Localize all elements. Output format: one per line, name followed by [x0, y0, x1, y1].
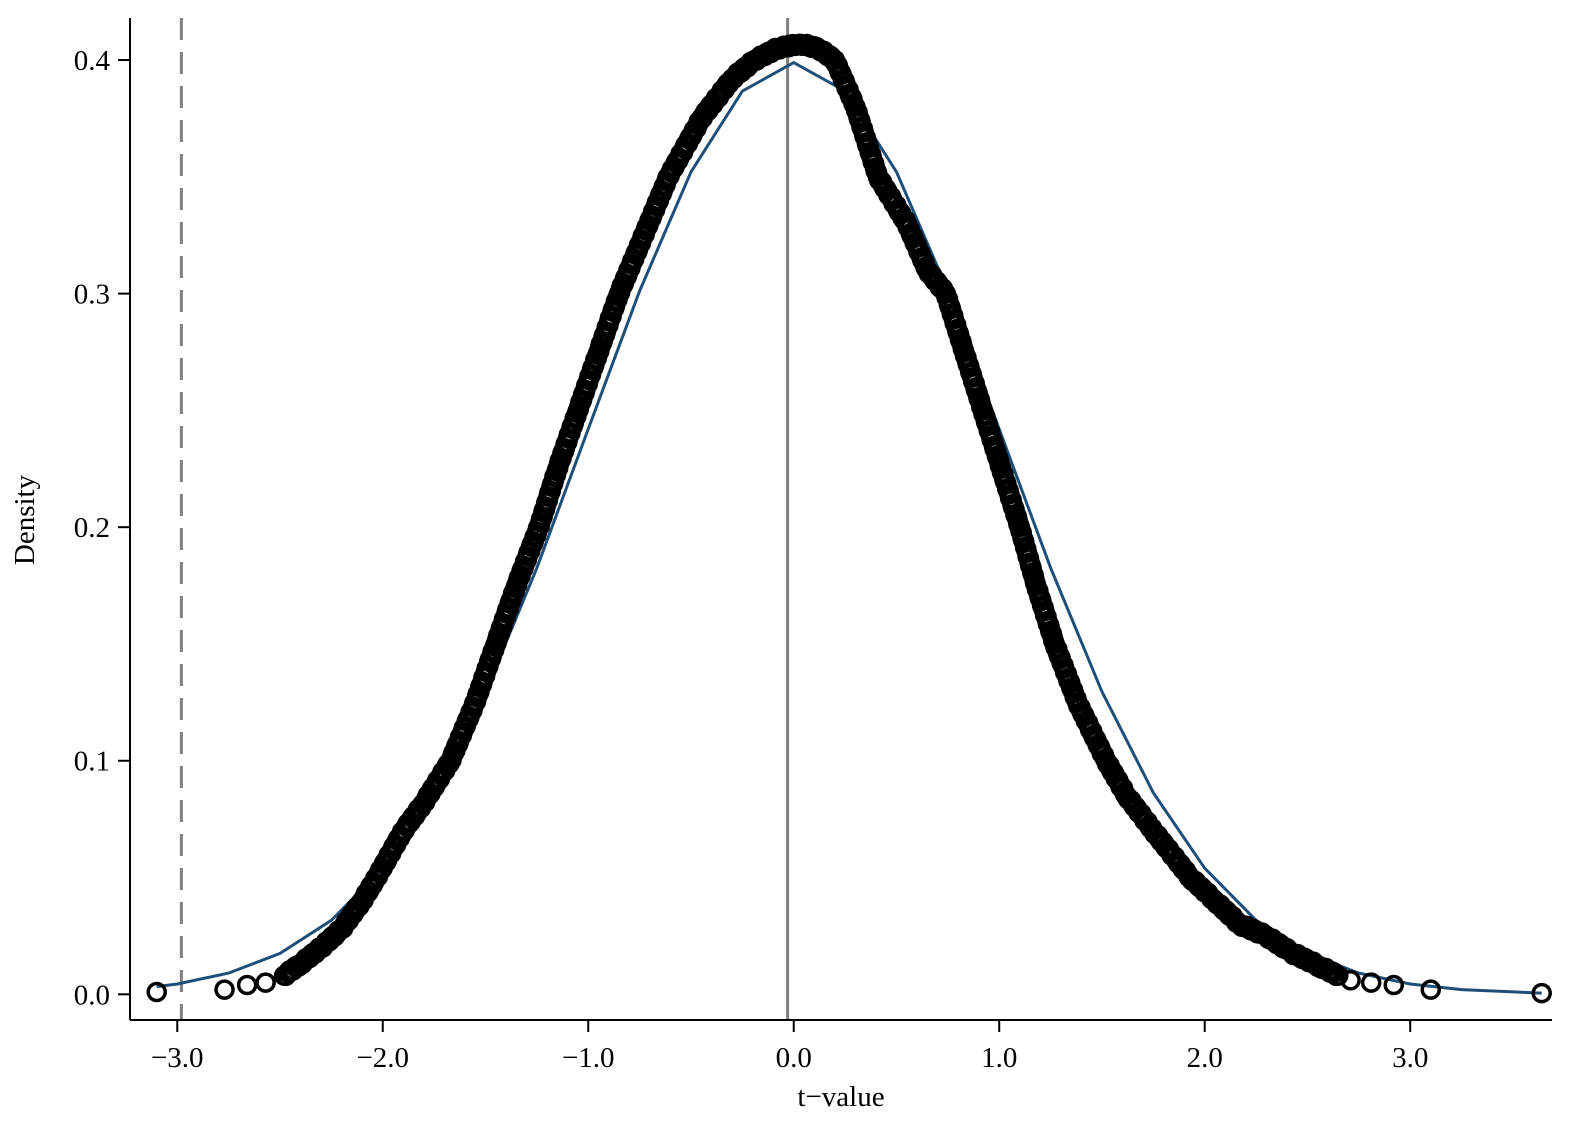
data-point — [1328, 965, 1349, 986]
data-points — [146, 33, 1552, 1004]
x-tick-label: −3.0 — [151, 1042, 204, 1074]
data-point — [1531, 982, 1552, 1004]
x-ticks: −3.0 −2.0 −1.0 0.0 1.0 2.0 3.0 — [151, 1020, 1428, 1074]
x-tick-label: 3.0 — [1392, 1042, 1428, 1074]
x-tick-label: 2.0 — [1187, 1042, 1223, 1074]
x-tick-label: 1.0 — [981, 1042, 1017, 1074]
data-point — [1360, 972, 1382, 993]
data-point — [214, 979, 235, 1000]
x-tick-label: −1.0 — [562, 1042, 615, 1074]
y-tick-label: 0.2 — [74, 512, 110, 544]
reference-lines — [179, 18, 790, 1020]
axes — [129, 18, 1552, 1021]
reference-density-curve — [156, 60, 1542, 995]
y-tick-label: 0.3 — [74, 279, 110, 311]
y-ticks: 0.0 0.1 0.2 0.3 0.4 — [74, 45, 130, 1011]
data-point — [236, 974, 258, 996]
data-point — [146, 981, 167, 1003]
x-axis-label: t−value — [797, 1081, 884, 1113]
x-tick-label: 0.0 — [776, 1042, 812, 1074]
y-tick-label: 0.0 — [74, 979, 110, 1011]
data-point — [1383, 974, 1405, 996]
data-point — [1420, 979, 1442, 1000]
y-tick-label: 0.1 — [74, 746, 110, 778]
data-point — [1340, 970, 1361, 991]
y-tick-label: 0.4 — [74, 45, 111, 77]
data-point — [255, 972, 276, 993]
y-axis-label: Density — [9, 474, 41, 565]
x-tick-label: −2.0 — [356, 1042, 409, 1074]
